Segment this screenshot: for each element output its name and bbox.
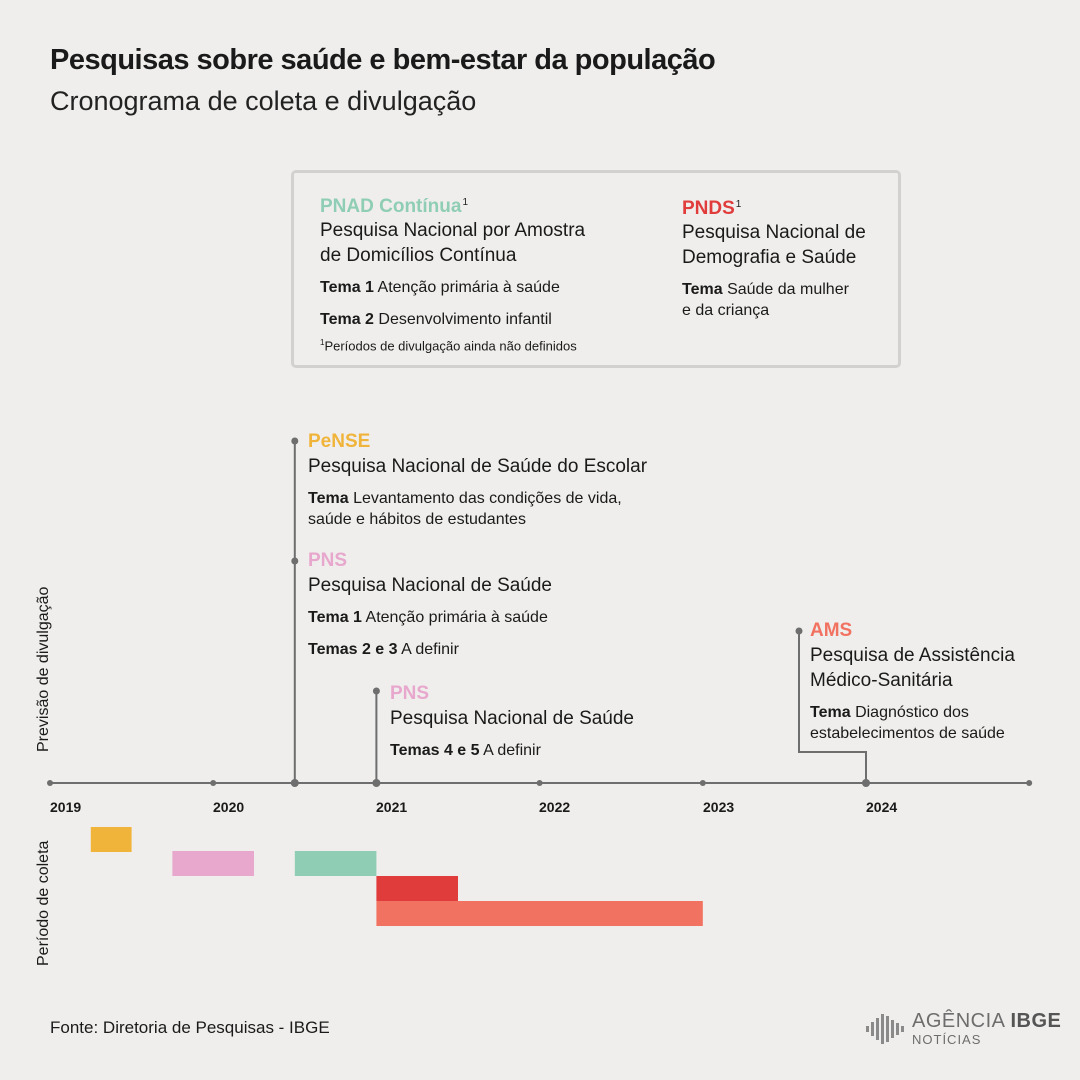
release-dot-ams xyxy=(795,627,803,635)
pnds-acronym: PNDS1 xyxy=(682,198,742,219)
logo-subtitle: NOTÍCIAS xyxy=(912,1032,982,1047)
ams-fullname-line1: Pesquisa de Assistência xyxy=(810,645,1015,666)
pnad-footnote-mark: 1 xyxy=(462,196,468,208)
pns-a-tema1: Tema 1 Atenção primária à saúde xyxy=(308,609,548,626)
ibge-bars-icon xyxy=(866,1014,904,1044)
collection-bar-ams xyxy=(376,901,703,926)
pense-acronym: PeNSE xyxy=(308,431,371,452)
ams-tema-line1: Tema Diagnóstico dos xyxy=(810,704,969,721)
year-label: 2020 xyxy=(213,799,245,815)
release-dot-pns-b xyxy=(372,687,380,695)
collection-bar-pense xyxy=(90,827,132,852)
logo-wordmark: AGÊNCIA IBGE xyxy=(912,1010,1062,1032)
pnds-tema-line1: Tema Saúde da mulher xyxy=(682,281,849,298)
axis-year-tick xyxy=(536,780,543,786)
pnad-fullname-line1: Pesquisa Nacional por Amostra xyxy=(320,220,586,241)
pnds-tema-line2: e da criança xyxy=(682,302,770,319)
source-note: Fonte: Diretoria de Pesquisas - IBGE xyxy=(50,1018,330,1037)
release-dot-pns-a xyxy=(291,557,299,565)
pense-tema-line1: Tema Levantamento das condições de vida, xyxy=(308,490,622,507)
pnds-fullname-line2: Demografia e Saúde xyxy=(682,247,857,268)
collection-axis-label: Período de coleta xyxy=(35,840,52,966)
pnad-fullname-line2: de Domicílios Contínua xyxy=(320,245,517,266)
year-label: 2023 xyxy=(703,799,735,815)
year-label: 2021 xyxy=(376,799,408,815)
agencia-ibge-logo: AGÊNCIA IBGE NOTÍCIAS xyxy=(866,1010,1061,1050)
pense-tema-line2: saúde e hábitos de estudantes xyxy=(308,511,526,528)
pnad-footnote: 1Períodos de divulgação ainda não defini… xyxy=(320,338,577,354)
release-axis-label: Previsão de divulgação xyxy=(35,586,52,752)
ams-fullname-line2: Médico-Sanitária xyxy=(810,670,953,691)
pns-a-tema2: Temas 2 e 3 A definir xyxy=(308,641,459,658)
page-title: Pesquisas sobre saúde e bem-estar da pop… xyxy=(50,44,716,76)
release-dot-pense xyxy=(291,437,299,445)
axis-year-tick xyxy=(863,780,869,786)
year-label: 2024 xyxy=(866,799,898,815)
release-connector-ams xyxy=(798,631,867,783)
pnad-tema1: Tema 1 Atenção primária à saúde xyxy=(320,279,560,296)
collection-bar-pnad-contínua xyxy=(294,851,377,876)
pns-a-acronym: PNS xyxy=(308,550,348,571)
pns-b-acronym: PNS xyxy=(390,683,430,704)
pnad-tema2: Tema 2 Desenvolvimento infantil xyxy=(320,311,552,328)
axis-year-tick xyxy=(1026,780,1033,786)
collection-bar-pns xyxy=(172,851,254,876)
pns-b-fullname: Pesquisa Nacional de Saúde xyxy=(390,708,635,729)
pns-b-tema: Temas 4 e 5 A definir xyxy=(390,742,541,759)
collection-bar-pnds xyxy=(376,876,458,901)
pnds-footnote-mark: 1 xyxy=(735,198,742,210)
ams-acronym: AMS xyxy=(810,620,853,641)
axis-year-tick xyxy=(699,780,706,786)
pnad-acronym: PNAD Contínua1 xyxy=(320,196,468,217)
pns-a-fullname: Pesquisa Nacional de Saúde xyxy=(308,575,553,596)
year-label: 2022 xyxy=(539,799,571,815)
axis-year-tick xyxy=(47,780,53,786)
legend-box xyxy=(291,170,901,368)
axis-year-tick xyxy=(373,780,380,786)
pense-fullname: Pesquisa Nacional de Saúde do Escolar xyxy=(308,456,648,477)
year-label: 2019 xyxy=(50,799,82,815)
axis-year-tick xyxy=(210,780,217,786)
ams-tema-line2: estabelecimentos de saúde xyxy=(810,725,1005,742)
pnds-fullname-line1: Pesquisa Nacional de xyxy=(682,222,866,243)
page-subtitle: Cronograma de coleta e divulgação xyxy=(50,86,477,116)
